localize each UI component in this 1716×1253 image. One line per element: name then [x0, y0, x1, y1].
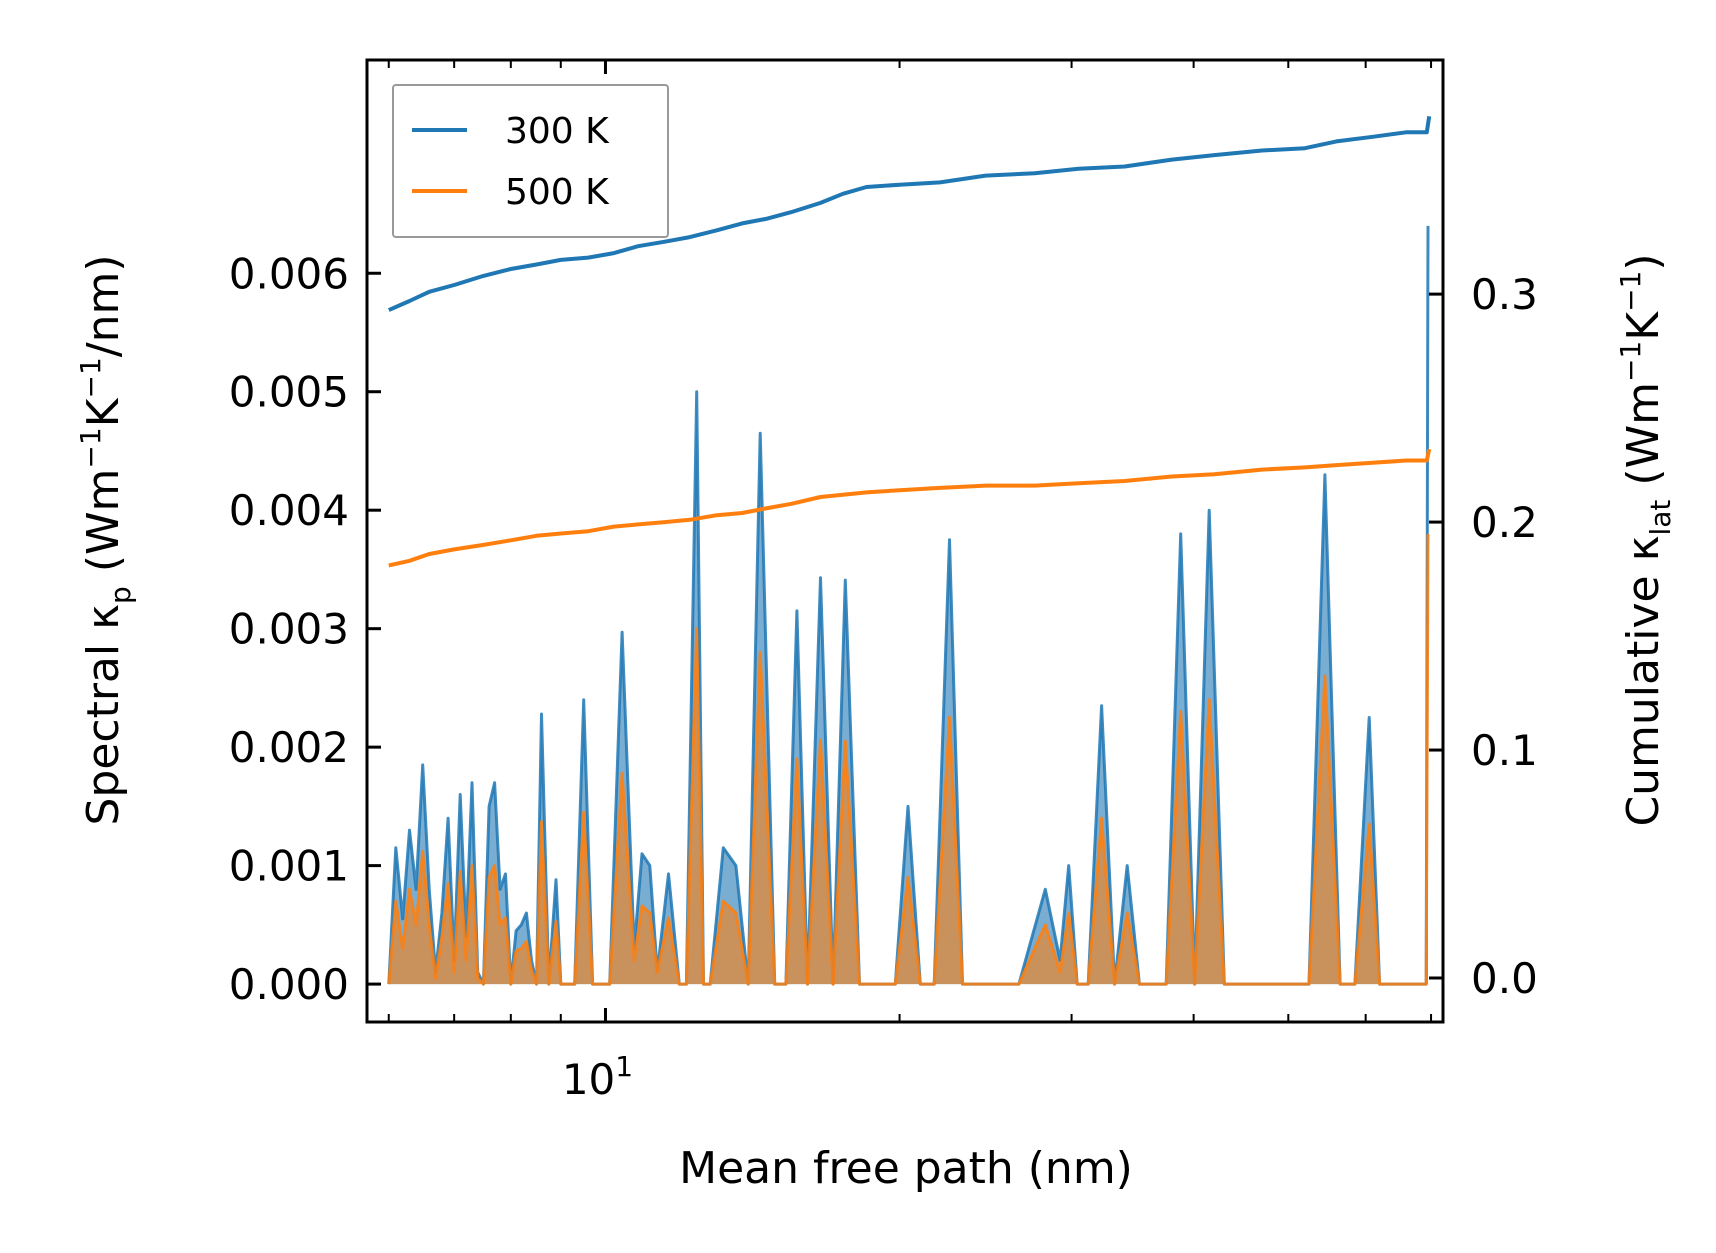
- legend: 300 K 500 K: [392, 84, 669, 238]
- y-left-tick-label-1: 0.001: [229, 842, 349, 891]
- x-tick-exponent: 1: [615, 1050, 633, 1083]
- y-right-sup1: −1: [1614, 341, 1647, 382]
- legend-box: [392, 84, 669, 238]
- spectral-area-500k: [388, 533, 1428, 985]
- y-left-tick-label-4: 0.004: [229, 486, 349, 535]
- y-left-tick-label-0: 0.000: [229, 960, 349, 1009]
- y-left-tick-label-2: 0.002: [229, 723, 349, 772]
- x-axis-title: Mean free path (nm): [679, 1143, 1133, 1194]
- y-right-prefix: Cumulative κ: [1618, 535, 1669, 826]
- y-left-prefix: Spectral κ: [78, 604, 129, 826]
- y-left-mid: (Wm: [78, 469, 129, 587]
- x-major-tick-label: 101: [562, 1050, 633, 1104]
- y-axis-title-left: Spectral κp (Wm−1K−1/nm): [74, 254, 137, 825]
- y-right-suffix: ): [1618, 253, 1669, 270]
- y-left-tick-label-6: 0.006: [229, 249, 349, 298]
- y-right-mid2: K: [1618, 311, 1669, 341]
- y-right-mid: (Wm: [1618, 382, 1669, 500]
- spectral-fill-layer: [387, 225, 1430, 986]
- legend-label-300k: 300 K: [505, 111, 610, 152]
- y-right-sup2: −1: [1614, 271, 1647, 312]
- y-left-sup1: −1: [74, 427, 107, 468]
- spectral-line-500k: [387, 533, 1430, 986]
- y-right-tick-label-2: 0.2: [1471, 498, 1538, 547]
- y-left-sup2: −1: [74, 357, 107, 398]
- tick-layer: 0.000 0.001 0.002 0.003 0.004 0.005 0.006 0.0 0.…: [229, 60, 1538, 1104]
- y-left-tick-label-5: 0.005: [229, 368, 349, 417]
- y-axis-title-right: Cumulative κlat (Wm−1K−1): [1614, 253, 1677, 826]
- x-tick-base: 10: [562, 1055, 615, 1104]
- y-right-sub: lat: [1644, 500, 1677, 536]
- y-left-suffix: /nm): [78, 254, 129, 357]
- cumulative-line-500k: [388, 448, 1432, 568]
- y-right-tick-label-0: 0.0: [1471, 954, 1538, 1003]
- y-left-tick-label-3: 0.003: [229, 605, 349, 654]
- cumulative-line-300k: [387, 116, 1432, 312]
- y-right-tick-label-1: 0.1: [1471, 726, 1538, 775]
- plot-frame: [365, 58, 1445, 1024]
- cumulative-line-layer: [387, 116, 1432, 568]
- legend-label-500k: 500 K: [505, 172, 610, 213]
- y-left-sub: p: [104, 586, 137, 604]
- y-right-tick-label-3: 0.3: [1471, 270, 1538, 319]
- y-left-mid2: K: [78, 397, 129, 427]
